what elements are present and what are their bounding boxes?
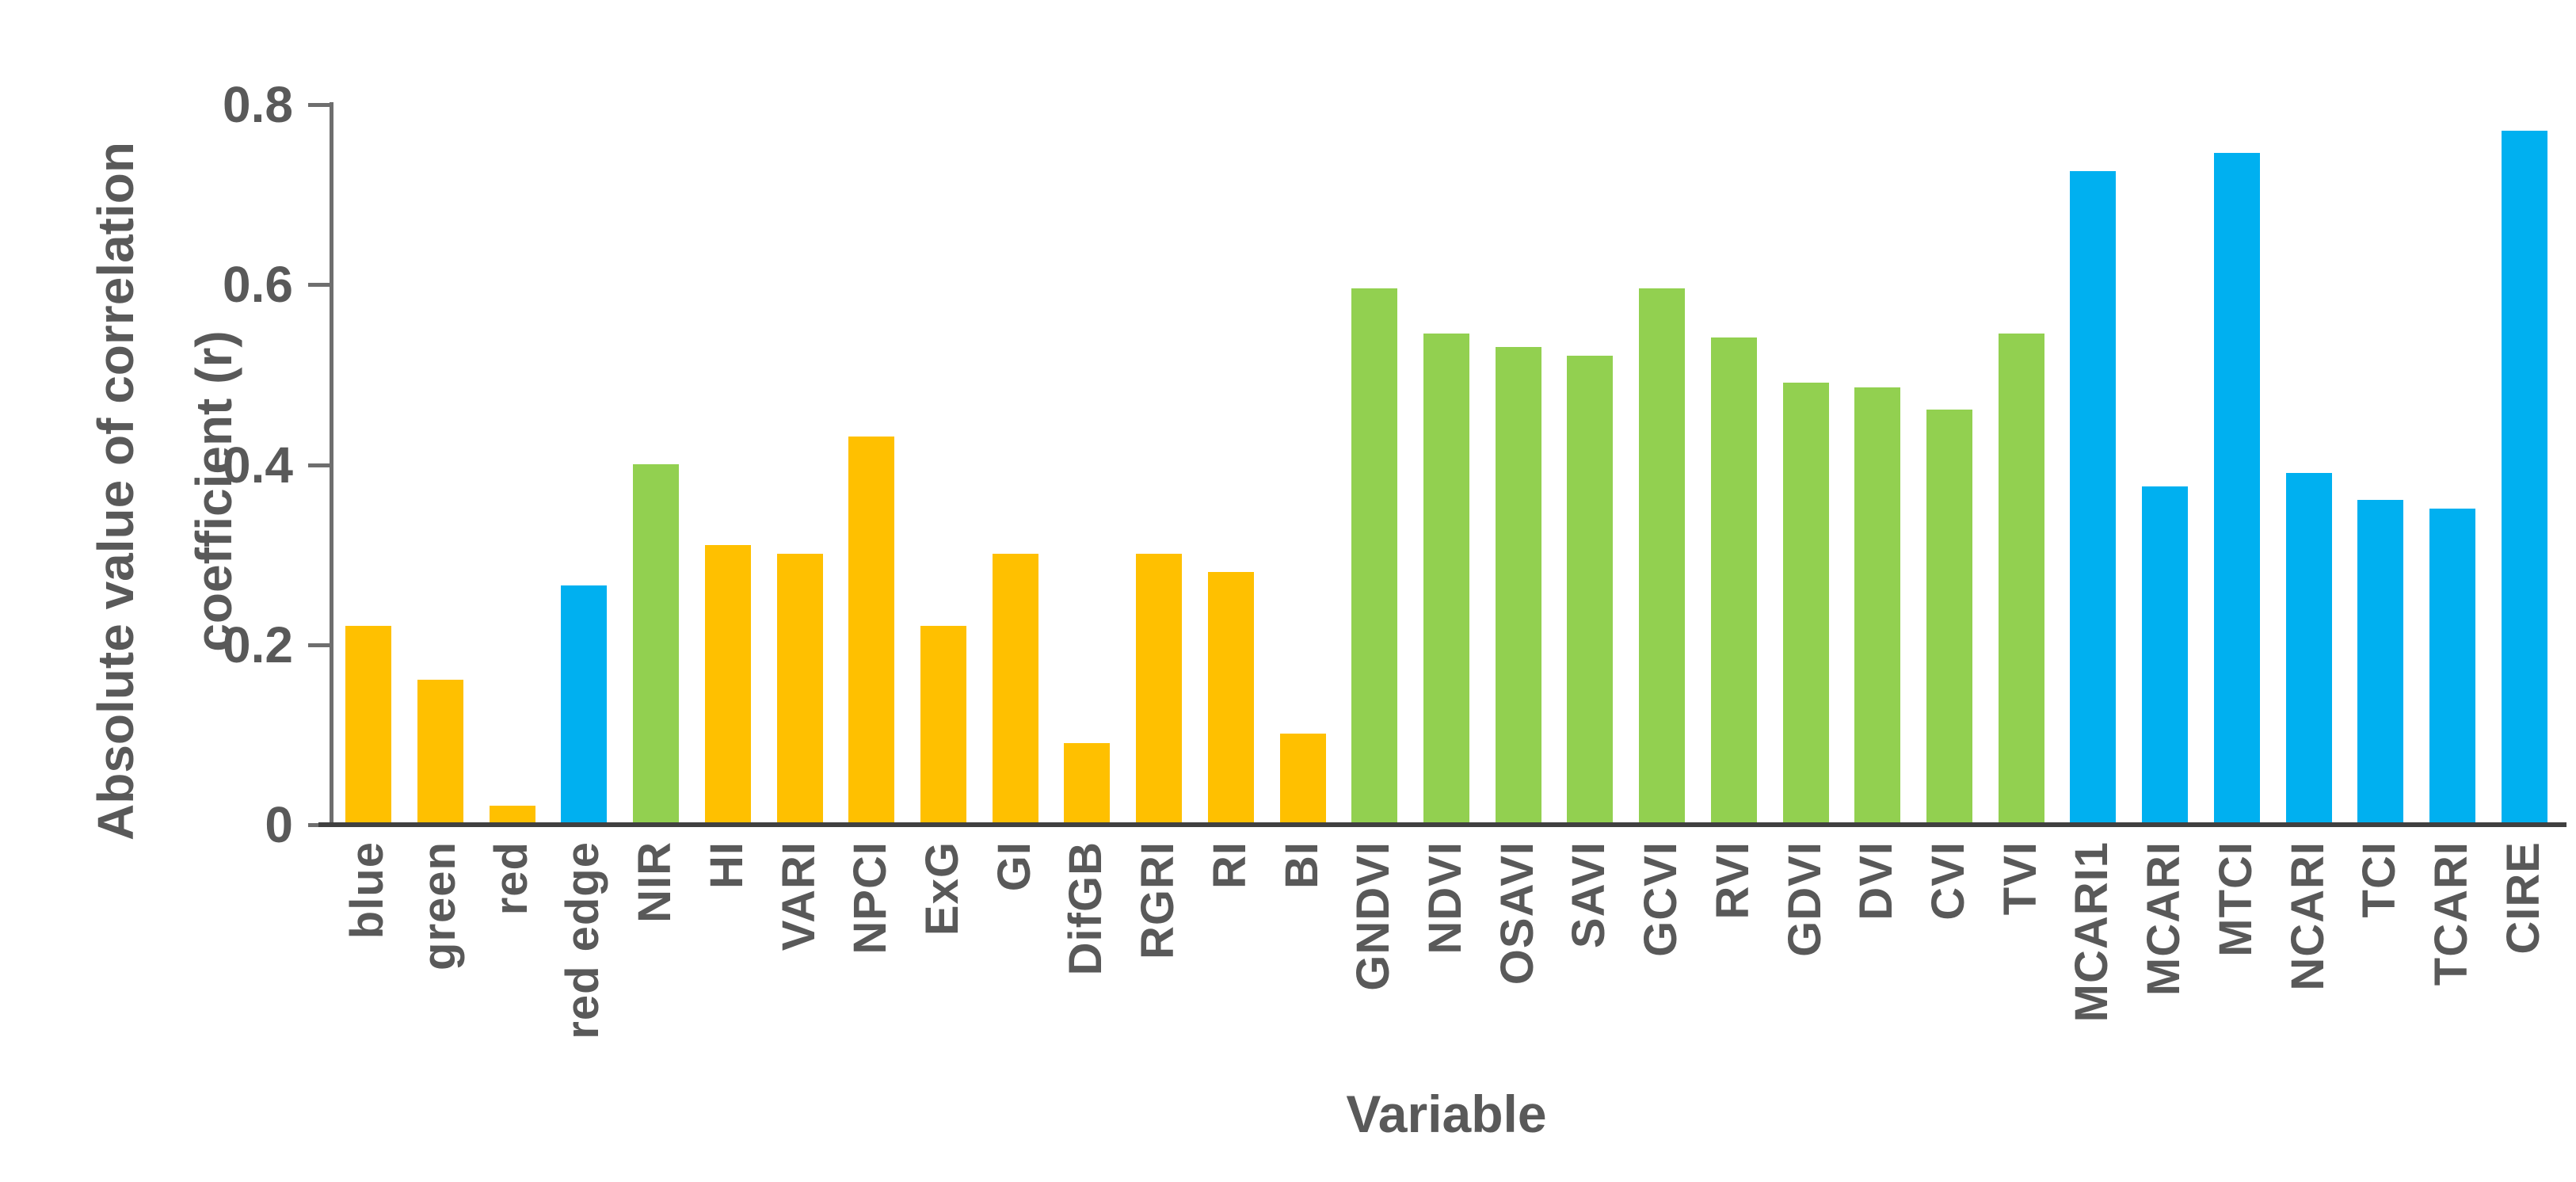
x-label-ndvi: NDVI bbox=[1419, 841, 1471, 955]
x-label-blue: blue bbox=[341, 841, 394, 940]
x-label-mcari: MCARI bbox=[2138, 841, 2190, 997]
x-label-hi: HI bbox=[700, 841, 753, 889]
bar-nir bbox=[633, 463, 680, 824]
bar-mcari1 bbox=[2070, 171, 2117, 824]
bar-mcari bbox=[2142, 486, 2189, 824]
bar-tvi bbox=[1998, 333, 2044, 824]
x-label-tvi: TVI bbox=[1994, 841, 2046, 916]
x-axis-line bbox=[318, 822, 2566, 827]
y-tick-mark-0-6 bbox=[308, 283, 332, 288]
bar-hi bbox=[704, 544, 751, 824]
bar-bi bbox=[1279, 734, 1326, 824]
bar-exg bbox=[920, 626, 967, 824]
y-tick-mark-0-8 bbox=[308, 103, 332, 107]
bar-npci bbox=[848, 437, 895, 824]
bar-difgb bbox=[1064, 742, 1111, 824]
x-label-difgb: DifGB bbox=[1060, 841, 1112, 976]
bar-tcari bbox=[2429, 509, 2475, 824]
bar-mtci bbox=[2213, 153, 2260, 824]
x-label-savi: SAVI bbox=[1563, 841, 1615, 949]
y-tick-label-0: 0 bbox=[265, 796, 293, 853]
x-label-tci: TCI bbox=[2353, 841, 2406, 918]
bar-osavi bbox=[1495, 346, 1541, 824]
bar-green bbox=[417, 680, 464, 824]
x-label-gcvi: GCVI bbox=[1635, 841, 1687, 957]
x-label-red-edge: red edge bbox=[557, 841, 609, 1039]
x-label-mtci: MTCI bbox=[2209, 841, 2262, 957]
bar-rvi bbox=[1710, 337, 1757, 824]
bar-cvi bbox=[1926, 410, 1972, 824]
bar-rgri bbox=[1136, 554, 1183, 824]
bar-cire bbox=[2501, 131, 2547, 824]
bar-gi bbox=[992, 554, 1038, 824]
bar-vari bbox=[776, 554, 823, 824]
bar-dvi bbox=[1854, 387, 1901, 824]
bar-gndvi bbox=[1351, 288, 1398, 824]
x-label-npci: NPCI bbox=[844, 841, 897, 955]
x-axis-title: Variable bbox=[1346, 1085, 1547, 1143]
x-label-nir: NIR bbox=[629, 841, 681, 923]
x-label-gdvi: GDVI bbox=[1778, 841, 1831, 957]
bar-ndvi bbox=[1423, 333, 1469, 824]
bar-red bbox=[489, 806, 535, 824]
bar-gcvi bbox=[1639, 288, 1686, 824]
x-label-gndvi: GNDVI bbox=[1347, 841, 1400, 991]
bar-ri bbox=[1207, 571, 1254, 824]
x-label-exg: ExG bbox=[916, 841, 969, 936]
bar-savi bbox=[1567, 356, 1614, 824]
y-tick-label-0-8: 0.8 bbox=[223, 76, 293, 133]
y-tick-label-0-2: 0.2 bbox=[223, 616, 293, 673]
x-label-green: green bbox=[413, 841, 466, 970]
x-label-ri: RI bbox=[1203, 841, 1256, 889]
y-tick-mark-0-2 bbox=[308, 642, 332, 647]
y-tick-label-0-4: 0.4 bbox=[223, 436, 293, 494]
bar-tci bbox=[2357, 499, 2404, 824]
bar-blue bbox=[345, 626, 392, 824]
x-label-red: red bbox=[485, 841, 537, 916]
x-label-cire: CIRE bbox=[2497, 841, 2549, 955]
x-label-rgri: RGRI bbox=[1132, 841, 1184, 959]
x-label-gi: GI bbox=[988, 841, 1040, 892]
x-label-rvi: RVI bbox=[1706, 841, 1759, 920]
x-label-bi: BI bbox=[1275, 841, 1328, 889]
bar-gdvi bbox=[1782, 383, 1829, 824]
y-axis-line bbox=[330, 102, 333, 827]
x-label-cvi: CVI bbox=[1922, 841, 1974, 921]
x-label-dvi: DVI bbox=[1850, 841, 1903, 921]
bar-ncari bbox=[2285, 472, 2332, 824]
x-label-tcari: TCARI bbox=[2425, 841, 2477, 986]
x-label-vari: VARI bbox=[772, 841, 825, 951]
bar-red-edge bbox=[561, 585, 608, 824]
y-tick-label-0-6: 0.6 bbox=[223, 256, 293, 314]
y-tick-mark-0-4 bbox=[308, 463, 332, 467]
x-label-ncari: NCARI bbox=[2281, 841, 2334, 991]
x-label-mcari1: MCARI1 bbox=[2066, 841, 2118, 1023]
x-label-osavi: OSAVI bbox=[1491, 841, 1543, 986]
